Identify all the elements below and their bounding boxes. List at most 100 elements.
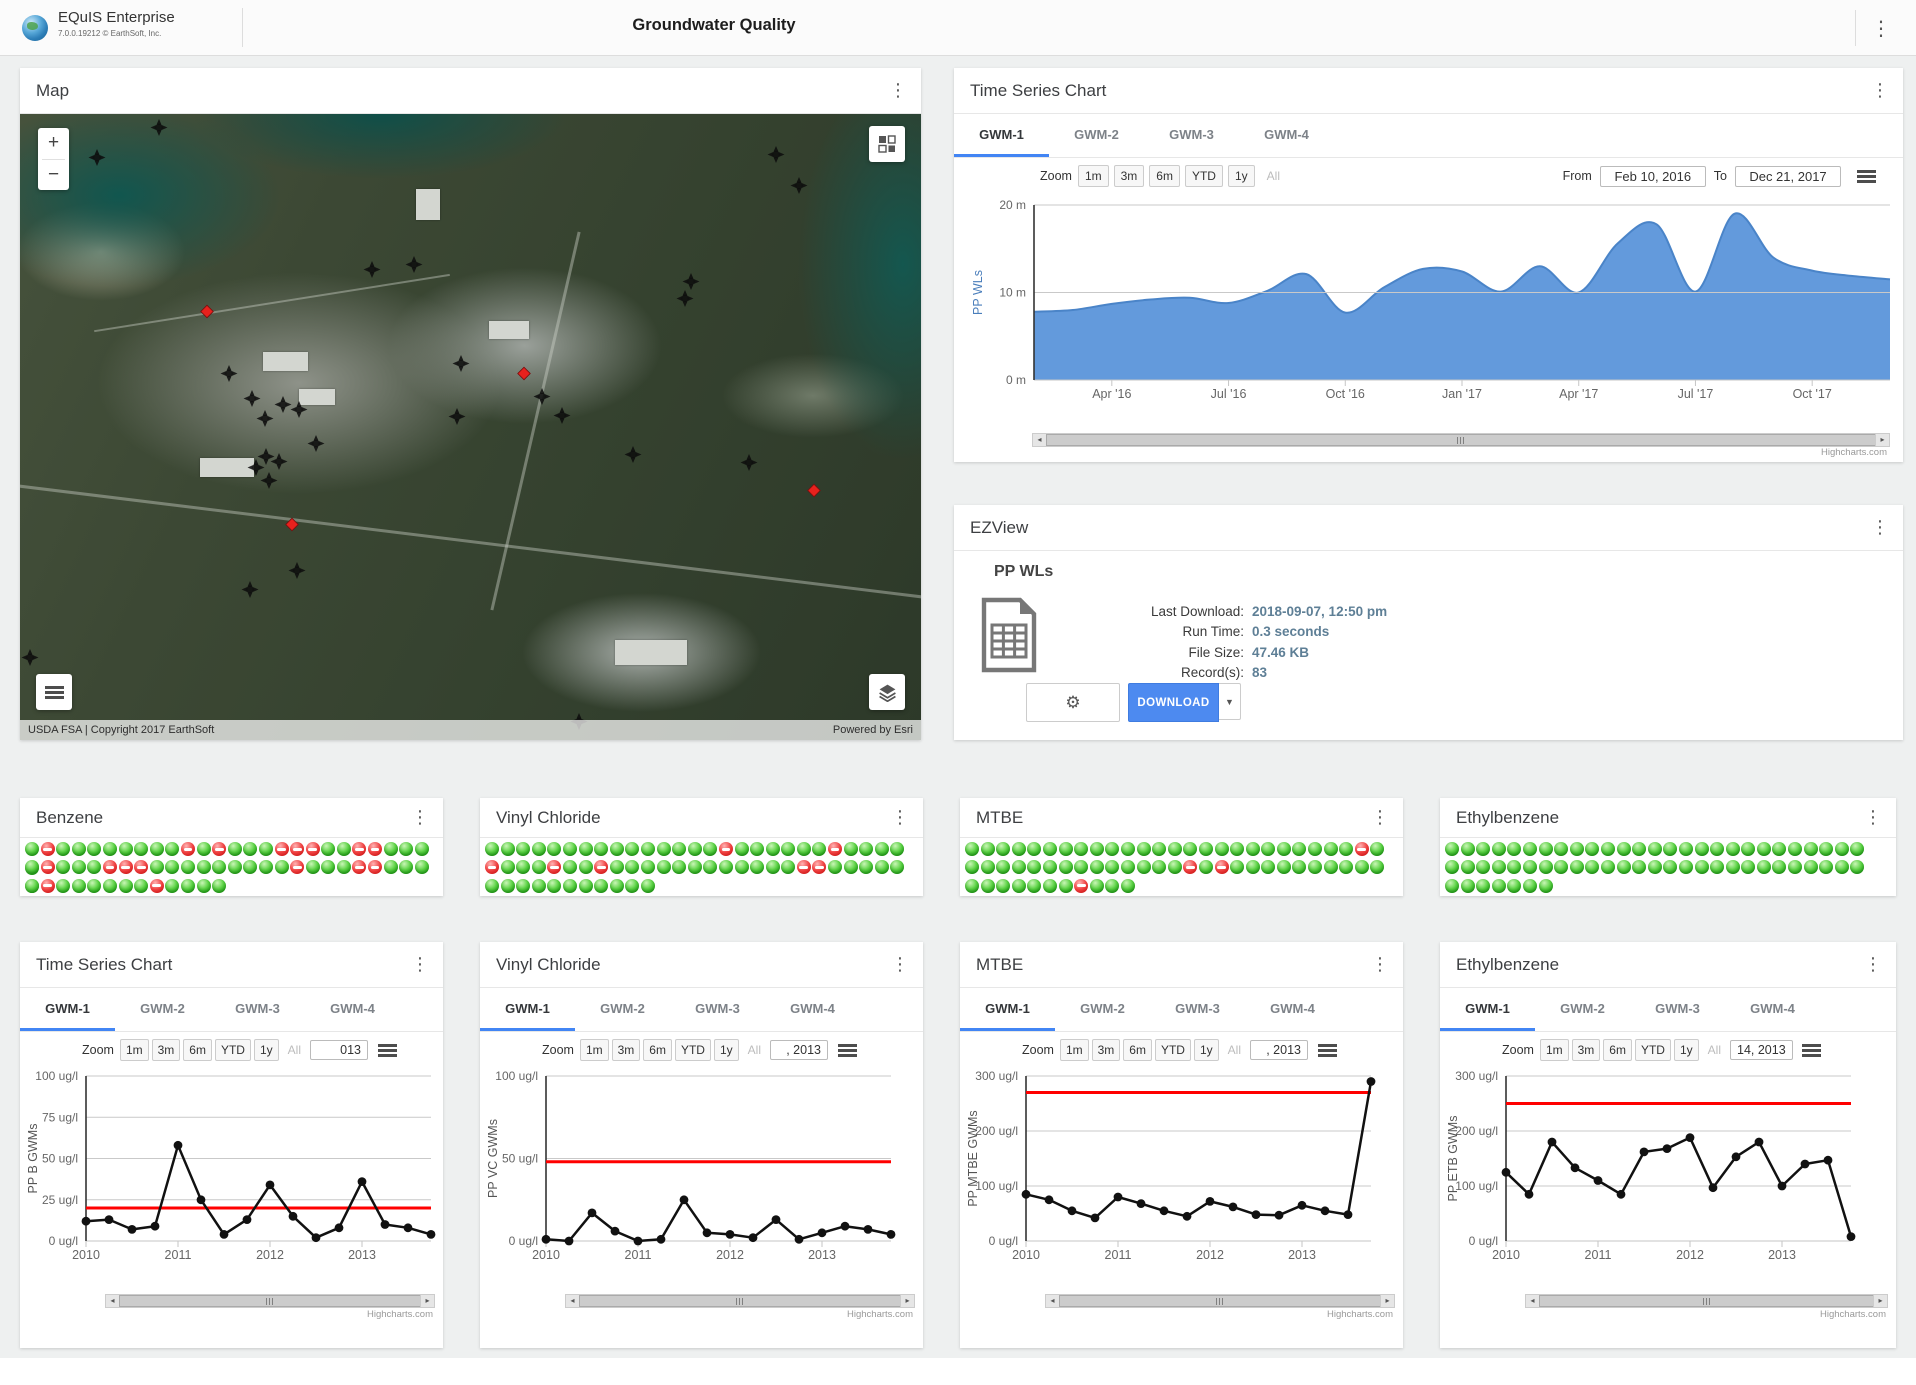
status-dot-ok[interactable] [1370, 842, 1385, 856]
data-point[interactable] [380, 1220, 390, 1229]
dashboard-title[interactable]: Groundwater Quality [632, 16, 796, 34]
data-point[interactable] [610, 1226, 620, 1236]
status-dot-ok[interactable] [1105, 842, 1120, 856]
widget-kebab-menu-icon[interactable]: ⋮ [891, 953, 909, 975]
status-dot-ok[interactable] [1011, 860, 1026, 875]
tab-gwm-4[interactable]: GWM-4 [1264, 127, 1309, 142]
status-dot-ok[interactable] [609, 860, 624, 875]
status-dot-ok[interactable] [1710, 842, 1725, 856]
status-dot-exceedance[interactable] [1074, 878, 1089, 893]
status-dot-ok[interactable] [578, 842, 593, 856]
status-dot-ok[interactable] [516, 860, 531, 875]
status-dot-ok[interactable] [1276, 842, 1291, 856]
status-dot-ok[interactable] [562, 860, 577, 875]
map-basemap-gallery-button[interactable] [869, 126, 905, 162]
zoom-ytd-button[interactable]: YTD [214, 1039, 251, 1061]
status-dot-ok[interactable] [1027, 878, 1042, 893]
status-dot-ok[interactable] [25, 842, 39, 856]
status-dot-ok[interactable] [874, 860, 889, 875]
zoom-all-button[interactable]: All [747, 1043, 761, 1057]
status-dot-ok[interactable] [1694, 860, 1709, 875]
status-dot-ok[interactable] [1058, 860, 1073, 875]
monitoring-well-marker[interactable] [247, 459, 265, 481]
status-dot-ok[interactable] [1663, 842, 1678, 856]
status-dot-exceedance[interactable] [796, 860, 811, 875]
status-dot-ok[interactable] [1522, 860, 1537, 875]
widget-kebab-menu-icon[interactable]: ⋮ [891, 806, 909, 828]
status-dot-ok[interactable] [1074, 860, 1089, 875]
data-point[interactable] [150, 1221, 160, 1231]
status-dot-ok[interactable] [980, 878, 995, 893]
widget-kebab-menu-icon[interactable]: ⋮ [1864, 953, 1882, 975]
status-dot-ok[interactable] [274, 860, 289, 875]
status-dot-ok[interactable] [625, 842, 640, 856]
status-dot-ok[interactable] [1167, 860, 1182, 875]
zoom-3m-button[interactable]: 3m [1091, 1039, 1121, 1061]
status-dot-exceedance[interactable] [212, 842, 227, 856]
zoom-3m-button[interactable]: 3m [1113, 165, 1145, 187]
monitoring-well-marker[interactable] [452, 354, 470, 377]
data-point[interactable] [426, 1230, 436, 1239]
zoom-ytd-button[interactable]: YTD [1154, 1039, 1191, 1061]
status-dot-ok[interactable] [87, 842, 102, 856]
tab-gwm-1[interactable]: GWM-1 [960, 988, 1055, 1031]
status-dot-ok[interactable] [1105, 860, 1120, 875]
status-dot-ok[interactable] [531, 842, 546, 856]
tab-gwm-1[interactable]: GWM-1 [1440, 988, 1535, 1031]
monitoring-well-marker[interactable] [290, 400, 308, 423]
status-dot-ok[interactable] [1600, 860, 1615, 875]
highcharts-credit[interactable]: Highcharts.com [367, 1309, 433, 1320]
status-dot-ok[interactable] [1089, 878, 1104, 893]
data-point[interactable] [1044, 1195, 1054, 1205]
data-point[interactable] [265, 1180, 275, 1190]
zoom-3m-button[interactable]: 3m [151, 1039, 181, 1061]
status-dot-ok[interactable] [750, 842, 765, 856]
tab-gwm-1[interactable]: GWM-1 [480, 988, 575, 1031]
scrollbar-left-arrow-icon[interactable]: ◂ [1033, 434, 1047, 446]
status-dot-ok[interactable] [305, 860, 320, 875]
zoom-all-button[interactable]: All [1266, 169, 1280, 183]
monitoring-well-marker[interactable] [790, 176, 808, 199]
status-dot-ok[interactable] [1445, 878, 1459, 893]
status-dot-exceedance[interactable] [352, 842, 367, 856]
tab-gwm-3[interactable]: GWM-3 [695, 1001, 740, 1016]
vinyl-chloride-line-chart[interactable]: 2010 2011 2012 2013 0 ug/l 50 ug/l 100 ug/l PP … [484, 1068, 899, 1266]
data-point[interactable] [1593, 1176, 1603, 1185]
status-dot-ok[interactable] [965, 842, 979, 856]
exceedance-location-marker[interactable] [806, 483, 821, 503]
status-dot-ok[interactable] [1230, 860, 1245, 875]
data-point[interactable] [104, 1215, 114, 1224]
status-dot-ok[interactable] [1554, 842, 1569, 856]
status-dot-exceedance[interactable] [547, 860, 562, 875]
status-dot-ok[interactable] [1554, 860, 1569, 875]
status-dot-ok[interactable] [781, 842, 796, 856]
status-dot-ok[interactable] [1538, 860, 1553, 875]
status-dot-ok[interactable] [196, 860, 211, 875]
status-dot-ok[interactable] [1803, 842, 1818, 856]
chart-export-menu-icon[interactable] [1853, 165, 1879, 187]
status-dot-ok[interactable] [843, 860, 858, 875]
zoom-1m-button[interactable]: 1m [1077, 165, 1109, 187]
highcharts-credit[interactable]: Highcharts.com [847, 1309, 913, 1320]
status-dot-ok[interactable] [1632, 860, 1647, 875]
status-dot-exceedance[interactable] [1354, 842, 1369, 856]
widget-kebab-menu-icon[interactable]: ⋮ [411, 953, 429, 975]
widget-kebab-menu-icon[interactable]: ⋮ [1371, 806, 1389, 828]
status-dot-ok[interactable] [718, 860, 733, 875]
map-layers-button[interactable] [869, 674, 905, 710]
data-point[interactable] [1343, 1210, 1353, 1219]
monitoring-well-marker[interactable] [676, 290, 694, 312]
status-dot-ok[interactable] [1710, 860, 1725, 875]
status-dot-ok[interactable] [399, 842, 414, 856]
tab-gwm-2[interactable]: GWM-2 [1074, 127, 1119, 142]
monitoring-well-marker[interactable] [243, 389, 261, 412]
data-point[interactable] [1090, 1213, 1100, 1223]
status-dot-ok[interactable] [25, 860, 39, 875]
data-point[interactable] [1320, 1206, 1330, 1216]
exceedance-location-marker[interactable] [200, 304, 215, 324]
to-date-input[interactable]: , 2013 [1250, 1040, 1308, 1060]
status-dot-ok[interactable] [1042, 878, 1057, 893]
status-dot-ok[interactable] [1167, 842, 1182, 856]
chart-scrollbar[interactable]: ◂ ▸ [1525, 1294, 1888, 1308]
chart-export-menu-icon[interactable] [1799, 1039, 1825, 1061]
